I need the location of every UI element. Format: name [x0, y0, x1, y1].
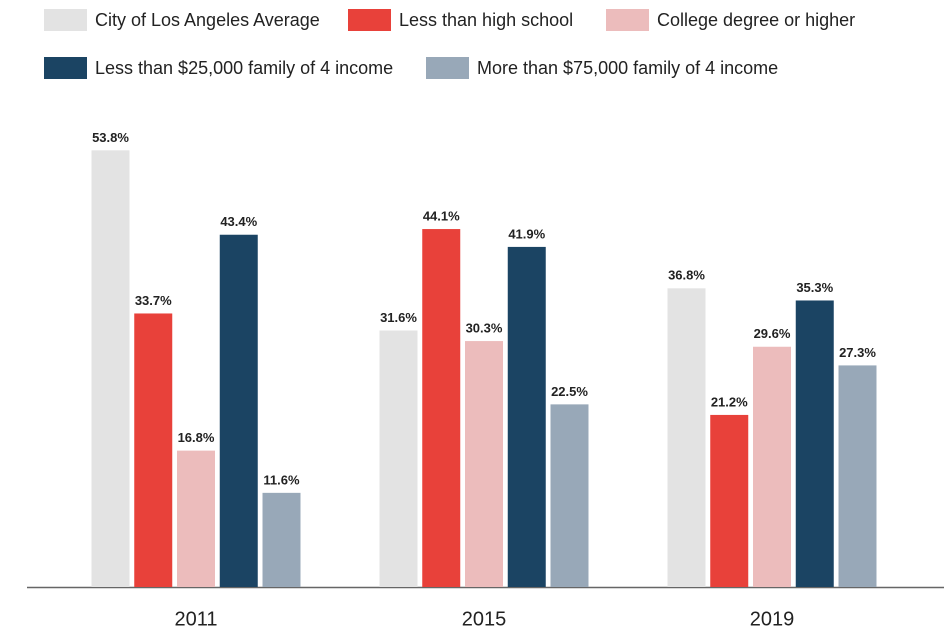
bar [838, 365, 877, 587]
value-label: 36.8% [668, 268, 705, 283]
value-label: 29.6% [754, 326, 791, 341]
value-label: 35.3% [796, 280, 833, 295]
value-label: 44.1% [423, 208, 460, 223]
bar [379, 330, 418, 587]
bar [262, 492, 301, 587]
bar [134, 313, 173, 587]
legend-label: More than $75,000 family of 4 income [477, 58, 778, 78]
bar [465, 341, 503, 587]
legend-swatch [606, 9, 649, 31]
value-label: 43.4% [220, 214, 257, 229]
value-label: 41.9% [508, 226, 545, 241]
legend-swatch [348, 9, 391, 31]
value-label: 21.2% [711, 394, 748, 409]
value-label: 30.3% [466, 321, 503, 336]
value-label: 31.6% [380, 310, 417, 325]
value-label: 22.5% [551, 384, 588, 399]
x-tick-label: 2011 [174, 608, 217, 630]
x-tick-label: 2015 [462, 608, 507, 630]
value-label: 53.8% [92, 130, 129, 145]
legend-swatch [44, 9, 87, 31]
legend-swatch [426, 57, 469, 79]
bar [667, 288, 706, 587]
bar [710, 414, 749, 587]
value-label: 16.8% [178, 430, 215, 445]
legend-label: Less than $25,000 family of 4 income [95, 58, 393, 78]
bar [177, 450, 215, 587]
bar [91, 150, 130, 587]
legend-label: City of Los Angeles Average [95, 10, 320, 30]
value-label: 33.7% [135, 293, 172, 308]
legend-label: College degree or higher [657, 10, 855, 30]
legend-swatch [44, 57, 87, 79]
bar [753, 346, 791, 587]
bar [219, 234, 258, 587]
bar [507, 246, 546, 587]
x-tick-label: 2019 [750, 608, 795, 630]
bar [422, 229, 461, 587]
legend-label: Less than high school [399, 10, 573, 30]
bar [550, 404, 589, 587]
value-label: 11.6% [263, 472, 300, 487]
bar [795, 300, 834, 587]
value-label: 27.3% [839, 345, 876, 360]
